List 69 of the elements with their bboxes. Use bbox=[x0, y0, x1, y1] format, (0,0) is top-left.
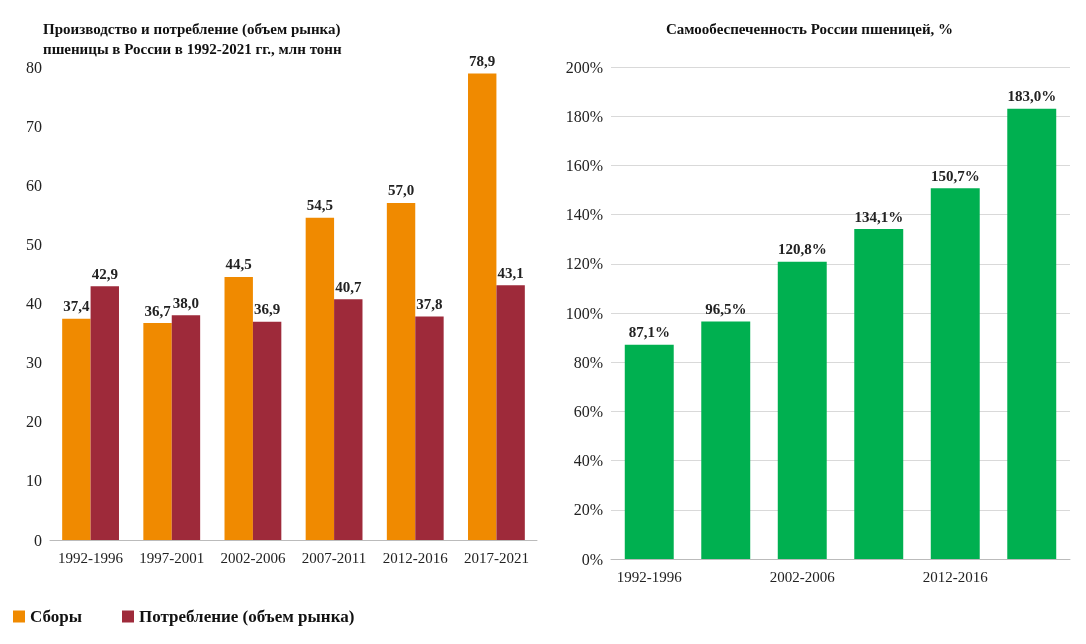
bar bbox=[386, 202, 416, 540]
data-label: 57,0 bbox=[387, 182, 415, 199]
data-label: 96,5% bbox=[705, 301, 747, 318]
y-tick-label: 50 bbox=[26, 235, 42, 253]
y-tick-label: 200% bbox=[565, 58, 603, 76]
bar bbox=[624, 344, 674, 559]
chart-title: Производство и потребление (объем рынка) пшеницы в России в 1992-2021 гг., млн тонн bbox=[43, 21, 342, 57]
y-tick-label: 140% bbox=[565, 206, 603, 224]
data-label: 42,9 bbox=[91, 265, 118, 282]
bar bbox=[334, 299, 363, 540]
bar bbox=[62, 318, 91, 540]
bar bbox=[415, 316, 444, 540]
bar bbox=[468, 73, 497, 540]
y-tick-label: 0 bbox=[34, 531, 42, 549]
bar bbox=[305, 217, 335, 540]
y-tick-label: 160% bbox=[565, 156, 603, 174]
x-tick-label: 2002-2006 bbox=[220, 549, 286, 566]
y-tick-label: 20% bbox=[573, 501, 603, 519]
bar bbox=[854, 229, 904, 559]
x-tick-label: 1997-2001 bbox=[139, 549, 205, 566]
y-tick-label: 70 bbox=[26, 117, 42, 135]
bar bbox=[171, 315, 201, 540]
bar bbox=[90, 286, 119, 540]
data-label: 40,7 bbox=[335, 278, 362, 295]
bar bbox=[777, 261, 827, 559]
data-label: 36,9 bbox=[254, 301, 281, 318]
data-label: 36,7 bbox=[144, 302, 172, 319]
x-tick-label: 1992-1996 bbox=[58, 549, 124, 566]
x-tick-label: 2007-2011 bbox=[301, 549, 367, 566]
y-tick-label: 60 bbox=[26, 176, 42, 194]
bar bbox=[224, 276, 253, 540]
bar bbox=[496, 285, 525, 540]
y-tick-label: 40 bbox=[26, 295, 42, 312]
data-label: 38,0 bbox=[172, 294, 200, 311]
bar bbox=[252, 321, 282, 540]
y-tick-label: 30 bbox=[26, 354, 42, 372]
bar bbox=[930, 188, 980, 559]
data-label: 87,1% bbox=[628, 324, 670, 341]
y-tick-label: 60% bbox=[573, 402, 603, 420]
data-label: 54,5 bbox=[306, 197, 333, 214]
bar bbox=[143, 323, 172, 540]
x-tick-label: 2017-2021 bbox=[463, 549, 529, 566]
x-tick-label: 2012-2016 bbox=[382, 549, 449, 566]
y-tick-label: 120% bbox=[565, 255, 603, 273]
y-tick-label: 80 bbox=[26, 58, 42, 76]
data-label: 44,5 bbox=[225, 256, 252, 273]
y-tick-label: 40% bbox=[573, 452, 603, 470]
y-tick-label: 0% bbox=[581, 550, 603, 568]
data-label: 120,8% bbox=[777, 241, 827, 258]
y-tick-label: 100% bbox=[565, 304, 603, 322]
data-label: 134,1% bbox=[854, 208, 904, 225]
data-label: 183,0% bbox=[1007, 88, 1057, 105]
legend-label: Сборы bbox=[30, 607, 82, 626]
x-tick-label: 2002-2006 bbox=[769, 568, 836, 585]
data-label: 37,8 bbox=[416, 296, 443, 313]
y-tick-label: 180% bbox=[565, 107, 603, 125]
y-tick-label: 10 bbox=[26, 472, 42, 490]
data-label: 78,9 bbox=[469, 53, 496, 69]
legend-label: Потребление (объем рынка) bbox=[138, 607, 355, 626]
bar bbox=[1007, 108, 1057, 559]
data-label: 43,1 bbox=[497, 264, 524, 281]
chart-title: Самообеспеченность России пшеницей, % bbox=[666, 21, 954, 37]
y-tick-label: 80% bbox=[573, 353, 603, 371]
data-label: 150,7% bbox=[930, 167, 980, 184]
y-tick-label: 20 bbox=[26, 413, 42, 431]
x-tick-label: 2012-2016 bbox=[922, 568, 989, 585]
bar bbox=[701, 321, 751, 559]
x-tick-label: 1992-1996 bbox=[616, 568, 683, 585]
data-label: 37,4 bbox=[63, 298, 90, 315]
